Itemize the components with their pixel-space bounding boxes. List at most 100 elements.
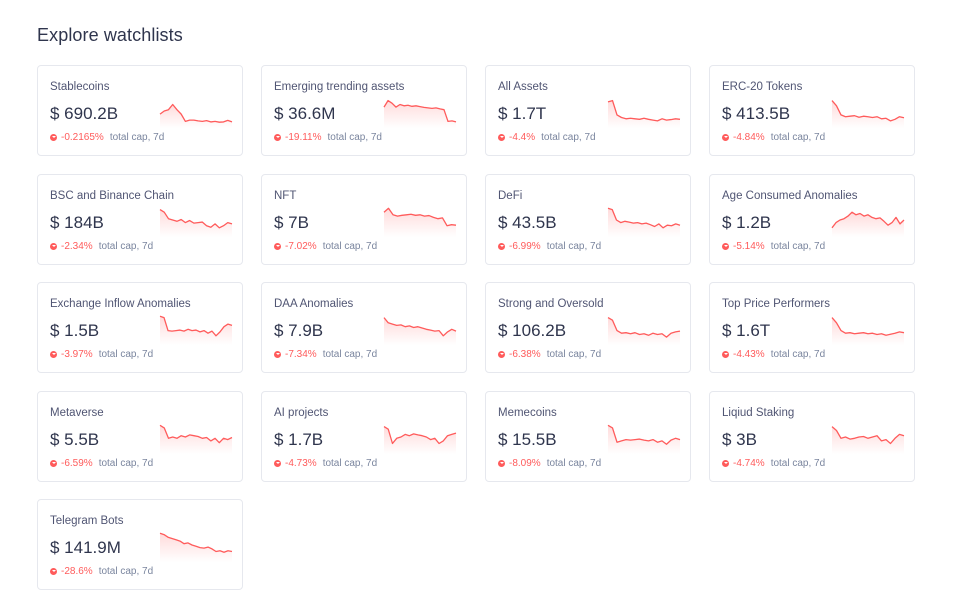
sparkline-chart	[383, 207, 457, 237]
watchlist-card[interactable]: Memecoins $ 15.5B -8.09% total cap, 7d	[485, 390, 691, 482]
change-percent: -4.43%	[733, 349, 765, 360]
change-label: total cap, 7d	[98, 457, 154, 469]
watchlist-title: Strong and Oversold	[498, 298, 604, 310]
change-percent: -2.34%	[61, 240, 93, 252]
watchlist-card[interactable]: NFT $ 7B -7.02% total cap, 7d	[261, 173, 467, 265]
watchlist-total-cap: $ 15.5B	[498, 429, 557, 449]
watchlist-card[interactable]: Strong and Oversold $ 106.2B -6.38% tota…	[485, 282, 691, 373]
watchlist-card[interactable]: DAA Anomalies $ 7.9B -7.34% total cap, 7…	[261, 282, 467, 373]
sparkline-chart	[159, 532, 233, 562]
watchlist-total-cap: $ 141.9M	[50, 538, 121, 557]
watchlist-total-cap: $ 690.2B	[50, 104, 119, 123]
change-percent: -7.02%	[285, 240, 317, 252]
watchlist-title: Age Consumed Anomalies	[722, 189, 858, 202]
watchlist-card[interactable]: Emerging trending assets $ 36.6M -19.11%…	[261, 65, 467, 156]
watchlist-title: Top Price Performers	[722, 298, 831, 310]
sparkline-line	[607, 424, 681, 445]
change-label: total cap, 7d	[770, 457, 826, 469]
watchlist-card[interactable]: AI projects $ 1.7B -4.73% total cap, 7d	[261, 390, 467, 482]
sparkline-chart	[159, 424, 233, 454]
change-percent: -7.34%	[285, 349, 317, 360]
sparkline-line	[159, 424, 233, 443]
watchlist-change: -6.99% total cap, 7d	[498, 241, 601, 252]
change-label: total cap, 7d	[109, 132, 165, 143]
watchlist-card[interactable]: All Assets $ 1.7T -4.4% total cap, 7d	[485, 65, 691, 156]
sparkline-chart	[159, 103, 233, 128]
sparkline-line	[159, 103, 233, 123]
watchlist-change: -19.11% total cap, 7d	[274, 132, 382, 143]
change-label: total cap, 7d	[770, 240, 826, 252]
sparkline-area	[608, 424, 680, 454]
sparkline-line	[159, 315, 233, 337]
watchlist-total-cap: $ 36.6M	[274, 104, 336, 123]
watchlist-total-cap: $ 184B	[50, 212, 104, 232]
watchlist-card[interactable]: Exchange Inflow Anomalies $ 1.5B -3.97% …	[37, 282, 243, 373]
watchlist-change: -7.02% total cap, 7d	[274, 241, 377, 252]
watchlist-change: -4.4% total cap, 7d	[498, 132, 596, 143]
watchlist-card[interactable]: Telegram Bots $ 141.9M -28.6% total cap,…	[37, 499, 243, 590]
sparkline-line	[383, 99, 457, 123]
change-label: total cap, 7d	[546, 457, 602, 469]
watchlist-title: Telegram Bots	[50, 515, 124, 527]
down-arrow-icon	[50, 351, 57, 358]
watchlist-change: -0.2165% total cap, 7d	[50, 132, 164, 143]
sparkline-line	[607, 207, 681, 228]
watchlist-card[interactable]: Age Consumed Anomalies $ 1.2B -5.14% tot…	[709, 173, 915, 265]
watchlist-card[interactable]: Stablecoins $ 690.2B -0.2165% total cap,…	[37, 65, 243, 156]
change-label: total cap, 7d	[546, 240, 602, 252]
watchlist-total-cap: $ 106.2B	[498, 321, 567, 340]
watchlist-change: -28.6% total cap, 7d	[50, 566, 153, 577]
watchlist-total-cap: $ 1.6T	[722, 321, 771, 340]
watchlist-card[interactable]: Liqiud Staking $ 3B -4.74% total cap, 7d	[709, 390, 915, 482]
watchlist-card[interactable]: Metaverse $ 5.5B -6.59% total cap, 7d	[37, 390, 243, 482]
change-percent: -6.99%	[509, 240, 541, 252]
down-arrow-icon	[50, 459, 57, 467]
sparkline-line	[607, 99, 681, 122]
sparkline-area	[384, 317, 456, 345]
change-percent: -4.73%	[285, 457, 317, 469]
sparkline-area	[160, 104, 232, 128]
watchlist-change: -6.38% total cap, 7d	[498, 349, 601, 360]
down-arrow-icon	[722, 134, 729, 141]
change-label: total cap, 7d	[770, 349, 826, 360]
watchlist-total-cap: $ 7.9B	[274, 321, 324, 340]
watchlist-card[interactable]: Top Price Performers $ 1.6T -4.43% total…	[709, 282, 915, 373]
change-percent: -4.4%	[509, 132, 536, 143]
sparkline-chart	[831, 100, 905, 128]
sparkline-line	[383, 317, 457, 337]
watchlist-title: AI projects	[274, 406, 329, 419]
sparkline-area	[832, 100, 904, 128]
watchlist-card[interactable]: ERC-20 Tokens $ 413.5B -4.84% total cap,…	[709, 65, 915, 156]
watchlist-change: -4.73% total cap, 7d	[274, 458, 377, 469]
change-percent: -4.84%	[733, 132, 765, 143]
watchlist-total-cap: $ 1.2B	[722, 212, 772, 232]
change-percent: -4.74%	[733, 457, 765, 469]
sparkline-chart	[607, 99, 681, 128]
change-label: total cap, 7d	[541, 132, 596, 143]
change-percent: -6.59%	[61, 457, 93, 469]
watchlist-title: Stablecoins	[50, 81, 110, 93]
watchlist-card[interactable]: DeFi $ 43.5B -6.99% total cap, 7d	[485, 173, 691, 265]
sparkline-chart	[159, 315, 233, 345]
change-label: total cap, 7d	[98, 566, 154, 577]
sparkline-area	[832, 426, 904, 454]
sparkline-line	[383, 207, 457, 226]
sparkline-area	[384, 100, 456, 128]
watchlist-total-cap: $ 413.5B	[722, 104, 791, 123]
watchlist-total-cap: $ 1.5B	[50, 321, 100, 340]
down-arrow-icon	[274, 459, 281, 467]
page-title: Explore watchlists	[37, 25, 183, 45]
change-percent: -3.97%	[61, 349, 93, 360]
sparkline-chart	[831, 425, 905, 454]
down-arrow-icon	[498, 351, 505, 358]
sparkline-chart	[159, 208, 233, 237]
watchlist-title: Liqiud Staking	[722, 406, 795, 419]
watchlist-change: -4.84% total cap, 7d	[722, 132, 825, 143]
watchlist-title: Emerging trending assets	[274, 81, 405, 93]
sparkline-chart	[607, 424, 681, 454]
watchlist-total-cap: $ 1.7B	[274, 429, 324, 449]
sparkline-line	[831, 211, 905, 228]
watchlist-card[interactable]: BSC and Binance Chain $ 184B -2.34% tota…	[37, 173, 243, 265]
watchlist-title: Exchange Inflow Anomalies	[50, 298, 191, 310]
sparkline-line	[159, 208, 233, 228]
